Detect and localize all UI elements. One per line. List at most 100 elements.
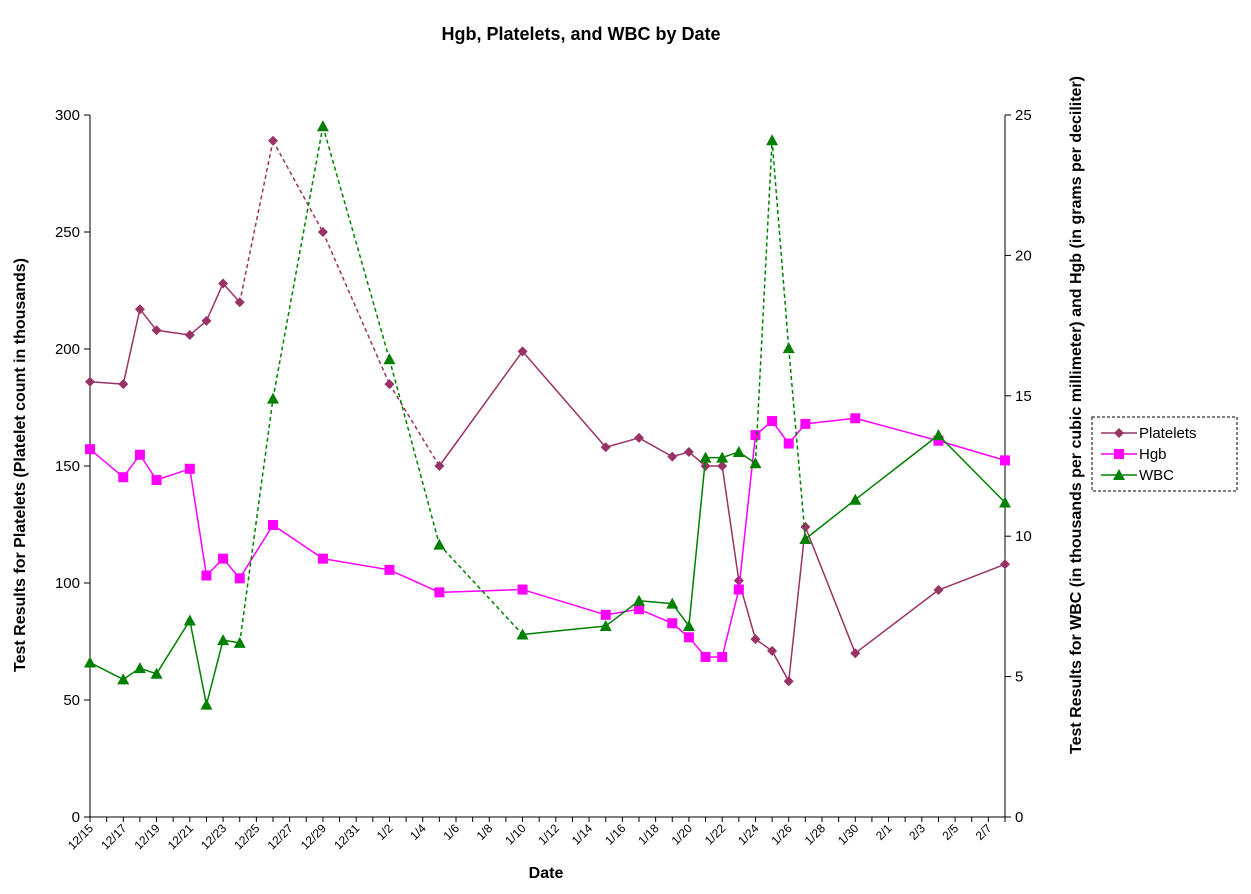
x-tick-label: 12/19	[132, 821, 163, 852]
y-tick-right-label: 5	[1015, 669, 1023, 686]
data-point	[683, 632, 694, 643]
series-segment	[89, 661, 124, 681]
data-point	[217, 634, 230, 646]
data-point	[151, 325, 162, 336]
data-point	[118, 472, 129, 483]
data-point	[800, 418, 811, 429]
data-point	[699, 451, 712, 463]
series-segment	[322, 557, 390, 571]
series-segment	[239, 524, 274, 579]
data-point	[317, 553, 328, 564]
data-point	[134, 304, 145, 315]
data-point	[634, 604, 644, 615]
data-point	[267, 392, 279, 404]
data-point	[600, 442, 611, 453]
series-segment	[638, 600, 673, 605]
data-point	[1000, 559, 1010, 570]
data-point	[800, 521, 811, 532]
data-point	[767, 645, 778, 656]
x-tick-label: 1/22	[702, 821, 729, 848]
data-point	[733, 575, 744, 586]
data-point	[383, 353, 396, 365]
data-point	[434, 587, 445, 598]
y-tick-left-label: 50	[63, 692, 80, 709]
data-point	[716, 451, 729, 463]
series-segment	[721, 589, 740, 658]
series-segment	[938, 563, 1006, 591]
y-axis-right-label: Test Results for WBC (in thousands per c…	[1068, 76, 1085, 754]
data-point	[683, 446, 694, 457]
series-layer	[84, 120, 1011, 710]
y-tick-right-label: 15	[1015, 388, 1032, 405]
legend-platelets-label: Platelets	[1139, 425, 1197, 442]
data-point	[517, 346, 528, 357]
y-tick-right-label: 10	[1015, 528, 1032, 545]
series-segment	[522, 625, 606, 636]
series-segment	[805, 417, 856, 425]
data-point	[633, 594, 645, 606]
series-segment	[937, 434, 1006, 504]
data-point	[599, 620, 612, 632]
series-segment	[388, 383, 441, 467]
data-point	[316, 120, 329, 132]
data-point	[233, 636, 246, 648]
data-point	[733, 584, 744, 595]
data-point	[433, 538, 446, 550]
x-tick-label: 12/23	[198, 821, 229, 852]
data-point	[667, 451, 678, 462]
data-point	[666, 597, 679, 609]
series-platelets	[85, 135, 1010, 687]
series-segment	[272, 524, 324, 560]
series-segment	[721, 465, 740, 581]
series-segment	[189, 620, 208, 705]
data-point	[218, 553, 229, 564]
series-segment	[322, 126, 391, 360]
data-point	[384, 564, 395, 575]
series-segment	[205, 639, 224, 705]
chart-title: Hgb, Platelets, and WBC by Date	[441, 24, 720, 44]
legend-hgb-label: Hgb	[1139, 446, 1167, 463]
data-point	[200, 698, 213, 710]
series-segment	[688, 457, 707, 627]
legend-platelets-marker	[1114, 428, 1124, 438]
x-tick-label: 1/30	[835, 821, 862, 848]
series-segment	[854, 434, 939, 501]
x-tick-label: 12/21	[165, 821, 196, 852]
series-segment	[688, 451, 707, 467]
y-tick-left-label: 150	[55, 458, 80, 475]
series-segment	[854, 589, 939, 654]
x-tick-label: 1/20	[669, 821, 696, 848]
data-point	[184, 463, 195, 474]
x-tick-label: 1/2	[374, 821, 396, 843]
series-segment	[605, 608, 640, 616]
y-axis-left-label: Test Results for Platelets (Platelet cou…	[12, 258, 29, 672]
data-point	[667, 618, 678, 629]
data-point	[183, 614, 196, 626]
series-segment	[521, 350, 607, 448]
series-segment	[122, 309, 141, 385]
data-point	[849, 493, 862, 505]
data-point	[317, 227, 328, 237]
data-point	[749, 457, 762, 469]
data-point	[933, 435, 944, 446]
x-tick-label: 1/28	[802, 821, 829, 848]
data-point	[750, 634, 761, 645]
data-point	[767, 416, 778, 427]
x-axis-label: Date	[529, 865, 564, 882]
data-point	[700, 651, 711, 662]
data-point	[700, 461, 711, 471]
x-tick-label: 1/18	[635, 821, 662, 848]
x-tick-label: 2/1	[873, 821, 895, 843]
series-segment	[787, 526, 807, 682]
y-tick-right-label: 20	[1015, 247, 1032, 264]
series-segment	[189, 320, 207, 336]
data-point	[218, 278, 229, 289]
x-tick-label: 1/10	[502, 821, 529, 848]
x-tick-label: 1/14	[569, 821, 596, 848]
series-segment	[771, 650, 790, 682]
data-point	[933, 585, 944, 596]
series-segment	[938, 440, 1006, 462]
data-point	[732, 445, 745, 457]
data-point	[783, 438, 794, 449]
series-segment	[787, 347, 807, 540]
